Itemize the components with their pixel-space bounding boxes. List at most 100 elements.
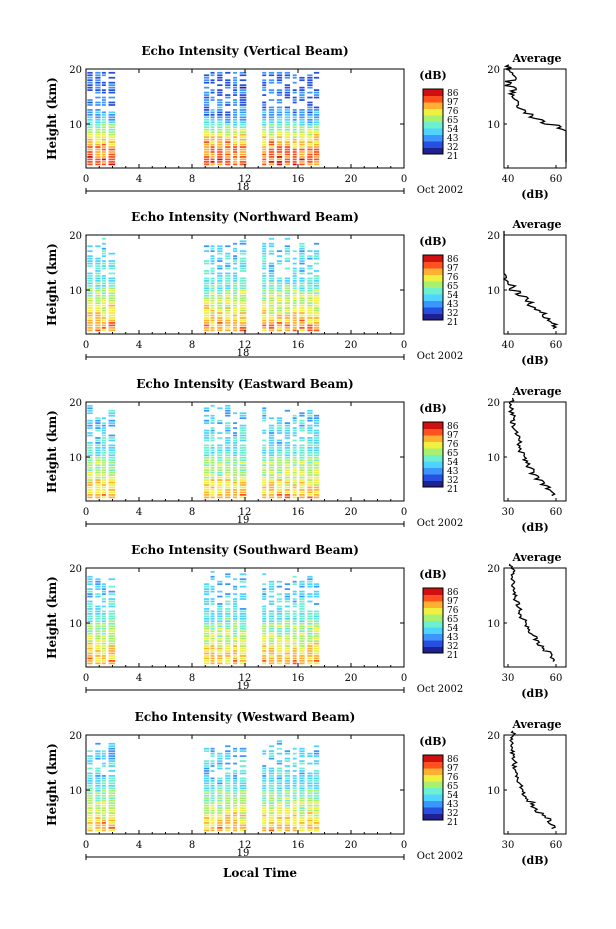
heatmap-cell (87, 767, 93, 770)
heatmap-cell (217, 605, 223, 608)
heatmap-cell (233, 309, 238, 312)
heatmap-cell (276, 779, 283, 782)
heatmap-cell (210, 158, 215, 161)
heatmap-cell (299, 469, 305, 472)
heatmap-cell (225, 627, 231, 630)
heatmap-cell (299, 439, 305, 442)
heatmap-cell (292, 126, 297, 129)
heatmap-cell (284, 476, 291, 479)
heatmap-cell (95, 81, 101, 84)
heatmap-cell (217, 652, 223, 655)
colorbar-band (423, 607, 443, 615)
heatmap-cell (108, 322, 116, 324)
heatmap-cell (203, 434, 210, 437)
heatmap-cell (284, 319, 291, 322)
heatmap-cell (284, 819, 291, 822)
heatmap-cell (292, 809, 297, 812)
heatmap-cell (276, 740, 283, 743)
heatmap-cell (95, 267, 101, 270)
heatmap-cell (95, 322, 101, 324)
heatmap-cell (239, 637, 247, 640)
heatmap-cell (284, 822, 291, 824)
heatmap-cell (292, 622, 297, 625)
colorbar-tick-label: 76 (447, 606, 459, 616)
heatmap-cell (225, 657, 231, 660)
heatmap-cell (217, 121, 223, 124)
heatmap-cell (217, 148, 223, 151)
heatmap-cell (233, 632, 238, 635)
heatmap-cell (268, 580, 275, 583)
heatmap-cell (313, 133, 320, 136)
heatmap-cell (108, 635, 116, 638)
heatmap-cell (101, 131, 106, 134)
heatmap-cell (262, 79, 267, 82)
heatmap-cell (95, 583, 101, 586)
heatmap-cell (225, 491, 231, 494)
heatmap-cell (307, 322, 313, 324)
heatmap-cell (239, 153, 247, 156)
heatmap-cell (284, 620, 291, 623)
heatmap-cell (203, 136, 210, 139)
heatmap-cell (108, 660, 116, 662)
heatmap-cell (292, 580, 297, 583)
heatmap-cell (101, 804, 106, 807)
heatmap-cell (239, 598, 247, 600)
heatmap-cell (101, 260, 106, 262)
heatmap-cell (299, 148, 305, 151)
heatmap-cell (262, 583, 267, 586)
heatmap-cell (268, 272, 275, 275)
heatmap-cell (101, 439, 106, 442)
heatmap-cell (239, 777, 247, 780)
heatmap-cell (87, 829, 93, 832)
heatmap-cell (276, 600, 283, 603)
heatmap-cell (239, 327, 247, 329)
heatmap-cell (95, 113, 101, 116)
heatmap-cell (292, 109, 297, 111)
heatmap-cell (299, 454, 305, 457)
heatmap-cell (217, 304, 223, 307)
heatmap-cell (313, 113, 320, 116)
heatmap-cell (268, 262, 275, 265)
heatmap-cell (292, 456, 297, 459)
heatmap (87, 71, 320, 166)
heatmap-cell (299, 151, 305, 153)
heatmap-cell (239, 79, 247, 82)
heatmap-cell (233, 486, 238, 489)
heatmap-cell (292, 469, 297, 472)
heatmap-cell (203, 476, 210, 479)
heatmap-cell (225, 141, 231, 143)
heatmap-cell (101, 622, 106, 625)
heatmap-cell (313, 439, 320, 442)
heatmap-cell (225, 802, 231, 805)
heatmap-cell (292, 324, 297, 327)
heatmap-cell (239, 294, 247, 297)
heatmap-cell (284, 496, 291, 499)
heatmap-cell (284, 792, 291, 795)
heatmap-cell (95, 101, 101, 104)
heatmap-cell (95, 496, 101, 499)
heatmap-cell (225, 148, 231, 151)
heatmap-cell (262, 449, 267, 452)
heatmap-cell (87, 792, 93, 795)
heatmap-cell (307, 647, 313, 650)
heatmap-cell (313, 615, 320, 618)
heatmap-cell (299, 427, 305, 429)
heatmap-cell (87, 294, 93, 297)
heatmap-cell (87, 118, 93, 121)
heatmap-cell (292, 449, 297, 452)
heatmap-cell (284, 422, 291, 424)
heatmap-cell (101, 590, 106, 593)
heatmap-cell (95, 779, 101, 782)
heatmap-cell (268, 767, 275, 770)
heatmap-cell (284, 622, 291, 625)
heatmap-cell (292, 605, 297, 608)
heatmap-cell (284, 279, 291, 282)
heatmap-cell (268, 802, 275, 805)
heatmap-cell (217, 777, 223, 780)
heatmap-cell (268, 827, 275, 829)
heatmap-cell (210, 143, 215, 146)
heatmap-cell (239, 131, 247, 134)
colorbar-band (423, 800, 443, 808)
heatmap-cell (101, 133, 106, 136)
heatmap-cell (210, 598, 215, 600)
